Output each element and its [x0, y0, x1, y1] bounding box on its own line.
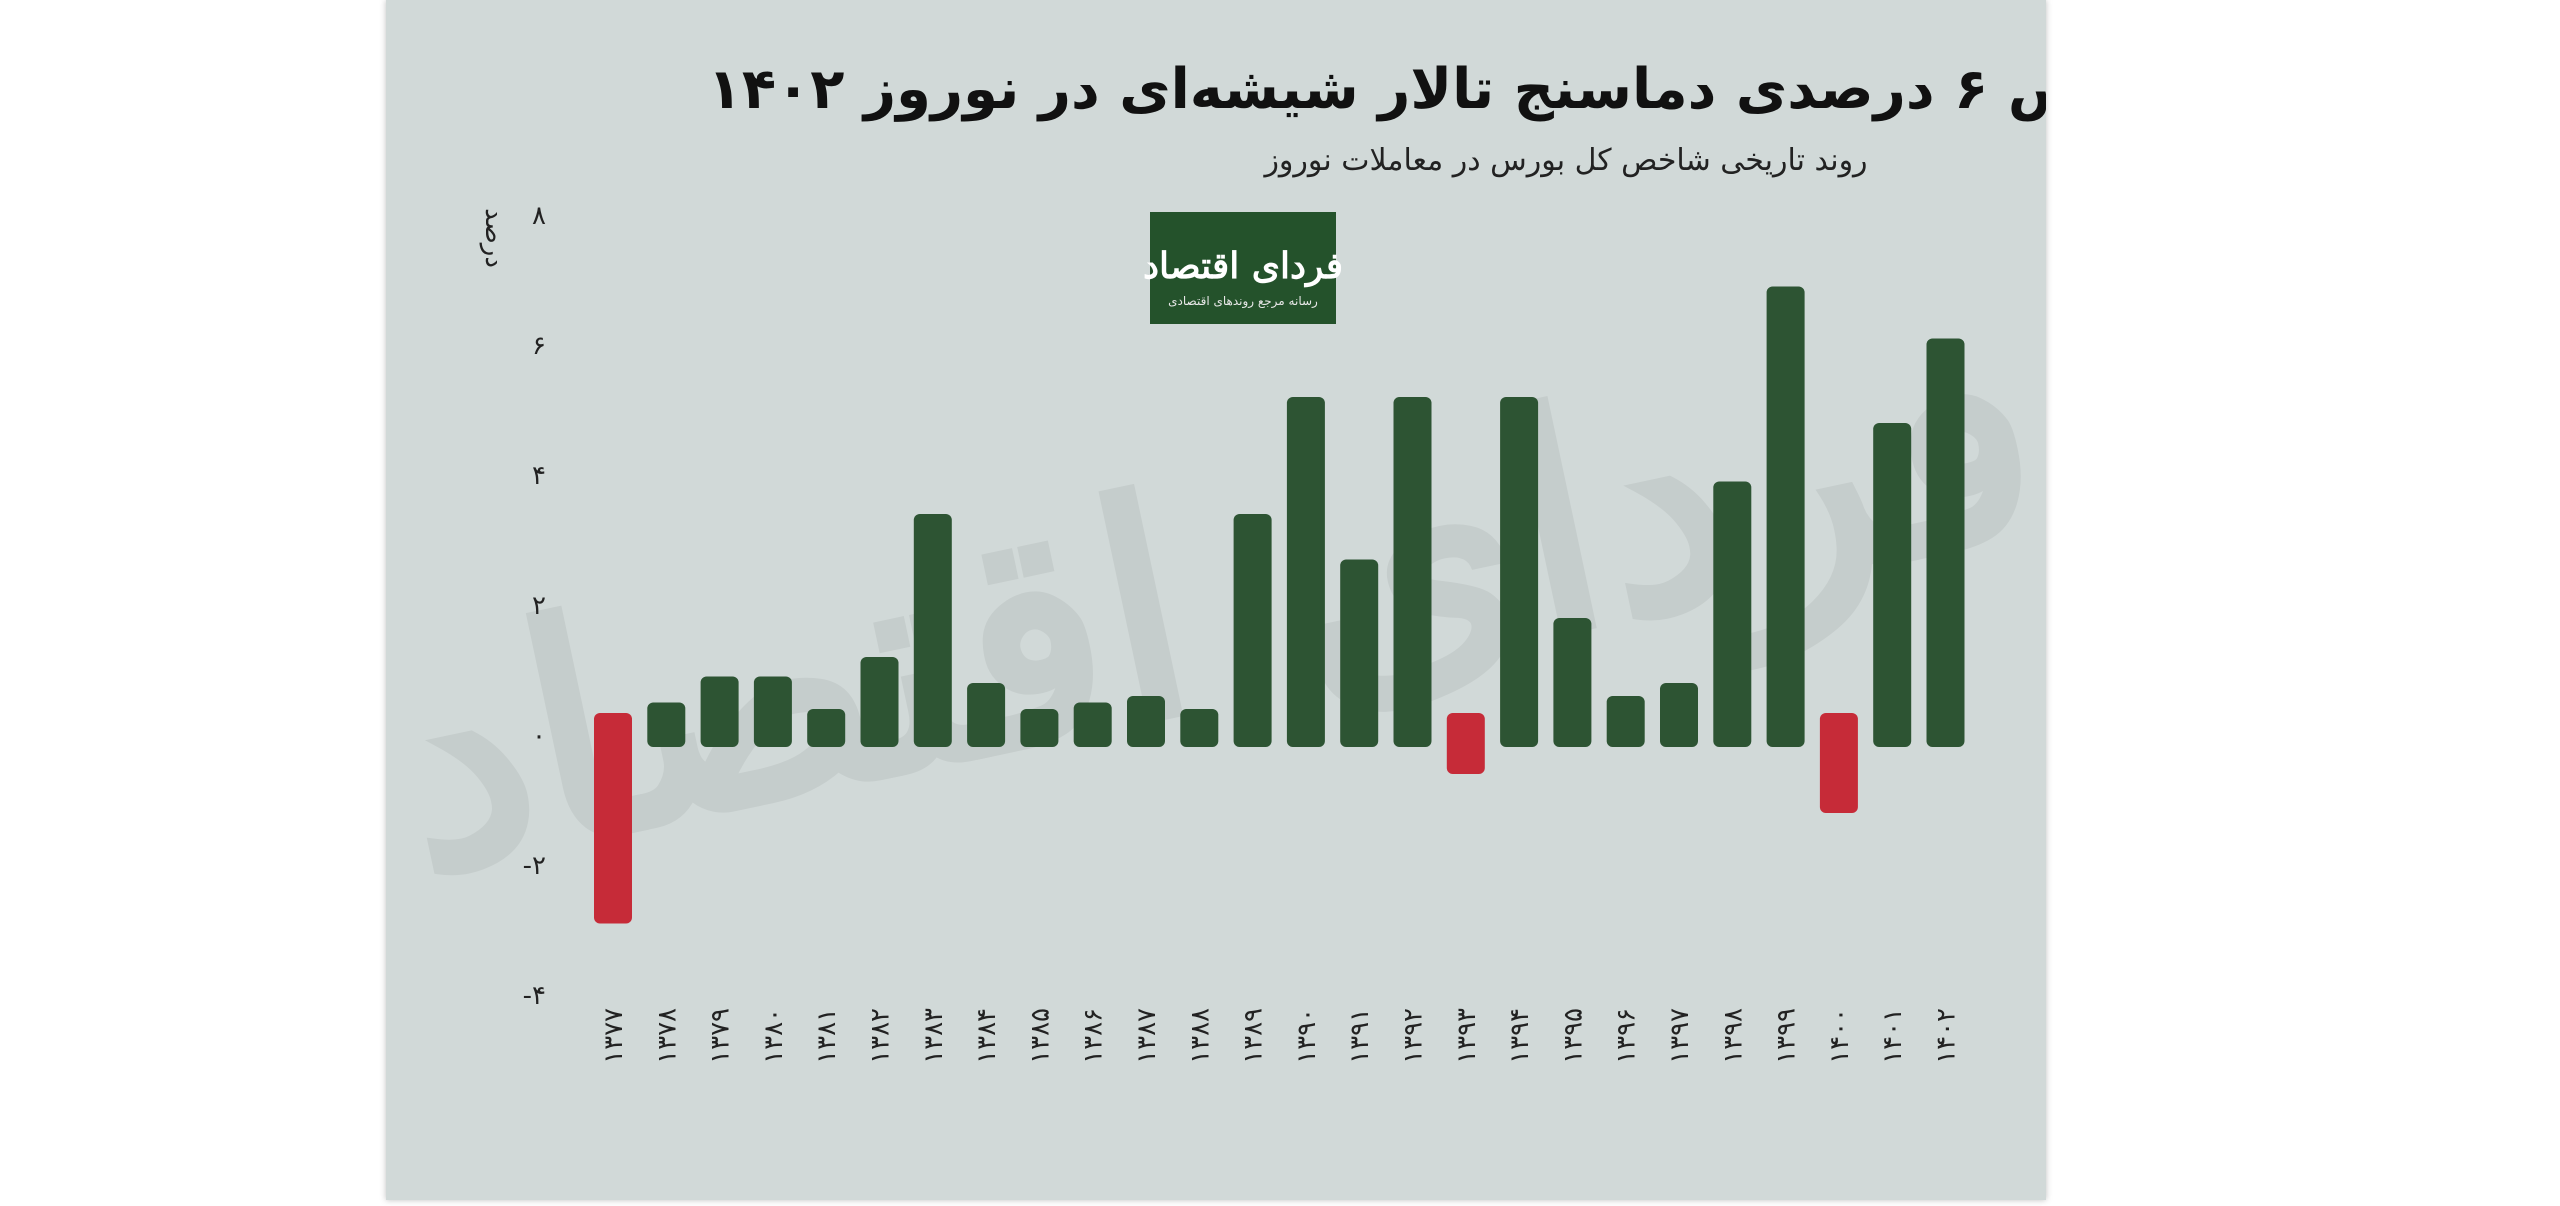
- y-tick-label: ۲: [532, 591, 546, 621]
- x-tick-label: ۱۳۷۹: [706, 1008, 736, 1064]
- x-tick-label: ۱۳۸۰: [759, 1008, 789, 1064]
- x-tick-label: ۱۳۸۳: [919, 1008, 949, 1064]
- y-tick-label: -۴: [523, 981, 546, 1011]
- x-tick-label: ۱۳۹۱: [1345, 1008, 1375, 1064]
- bar: [594, 713, 632, 924]
- y-tick-label: ۴: [532, 461, 546, 491]
- bar: [1660, 683, 1698, 747]
- bar: [1606, 696, 1645, 747]
- x-tick-label: ۱۳۹۹: [1772, 1008, 1802, 1064]
- x-tick-label: ۱۴۰۱: [1878, 1008, 1908, 1064]
- x-tick-label: ۱۳۹۴: [1505, 1008, 1535, 1064]
- bar: [1553, 618, 1592, 747]
- x-tick-label: ۱۳۸۹: [1239, 1008, 1269, 1064]
- logo-name: فردای اقتصاد: [1143, 245, 1343, 288]
- x-tick-label: ۱۳۸۷: [1132, 1008, 1162, 1064]
- y-tick-label: -۲: [523, 851, 546, 881]
- bar: [1073, 702, 1112, 747]
- bar: [860, 657, 899, 747]
- y-tick-label: ۶: [532, 331, 546, 361]
- bar: [1713, 481, 1752, 747]
- bar: [1873, 423, 1912, 747]
- bar: [647, 702, 686, 747]
- bar: [1446, 713, 1485, 774]
- bar: [1180, 709, 1219, 747]
- bar: [1233, 514, 1272, 747]
- chart-card: فردای اقتصاد جهش ۶ درصدی دماسنج تالار شی…: [386, 0, 2046, 1200]
- x-tick-label: ۱۳۹۲: [1399, 1008, 1429, 1064]
- bar: [1127, 696, 1165, 747]
- x-tick-label: ۱۴۰۰: [1825, 1008, 1855, 1064]
- y-tick-label: ۸: [532, 201, 546, 231]
- bar: [1819, 713, 1858, 813]
- bar: [967, 683, 1006, 747]
- y-tick-label: ۰: [532, 721, 546, 751]
- x-tick-label: ۱۳۹۵: [1558, 1008, 1588, 1064]
- bar: [753, 676, 792, 747]
- x-tick-label: ۱۳۹۸: [1718, 1008, 1748, 1064]
- bar: [1926, 338, 1965, 747]
- x-axis-labels: ۱۳۷۷ ۱۳۷۸ ۱۳۷۹ ۱۳۸۰ ۱۳۸۱ ۱۳۸۲ ۱۳۸۳ ۱۳۸۴ ۱۳۸۵ ۱۳۸۶…: [599, 1008, 1962, 1064]
- bar: [1393, 397, 1432, 747]
- logo-tagline: رسانه مرجع روندهای اقتصادی: [1168, 294, 1318, 309]
- bar: [1340, 559, 1379, 747]
- bar: [1020, 709, 1059, 747]
- x-tick-label: ۱۳۸۸: [1185, 1008, 1215, 1064]
- y-axis-ticks: ۸ ۶ ۴ ۲ ۰ -۲ -۴: [523, 201, 546, 1011]
- x-tick-label: ۱۳۹۰: [1292, 1008, 1322, 1064]
- x-tick-label: ۱۳۹۶: [1612, 1008, 1642, 1064]
- bars-group: [594, 286, 1965, 924]
- bar: [1286, 397, 1325, 747]
- bar: [700, 676, 739, 747]
- chart-subtitle: روند تاریخی شاخص کل بورس در معاملات نورو…: [1262, 143, 1867, 178]
- bar: [1766, 286, 1805, 747]
- x-tick-label: ۱۳۸۲: [866, 1008, 896, 1064]
- x-tick-label: ۱۳۸۴: [972, 1008, 1002, 1064]
- x-tick-label: ۱۳۷۷: [599, 1008, 629, 1064]
- bar: [913, 514, 952, 747]
- x-tick-label: ۱۳۸۶: [1079, 1008, 1109, 1064]
- bar: [1500, 397, 1539, 747]
- chart-title: جهش ۶ درصدی دماسنج تالار شیشه‌ای در نورو…: [708, 57, 2046, 122]
- x-tick-label: ۱۳۹۳: [1452, 1008, 1482, 1064]
- x-tick-label: ۱۳۸۱: [812, 1008, 842, 1064]
- logo-background: [1150, 212, 1336, 324]
- x-tick-label: ۱۴۰۲: [1932, 1008, 1962, 1064]
- logo: فردای اقتصاد رسانه مرجع روندهای اقتصادی: [1143, 212, 1343, 324]
- bar: [807, 709, 846, 747]
- y-axis-label: درصد: [479, 208, 509, 268]
- x-tick-label: ۱۳۸۵: [1025, 1008, 1055, 1064]
- x-tick-label: ۱۳۹۷: [1665, 1008, 1695, 1064]
- bar-chart: فردای اقتصاد جهش ۶ درصدی دماسنج تالار شی…: [386, 57, 2046, 1064]
- x-tick-label: ۱۳۷۸: [652, 1008, 682, 1064]
